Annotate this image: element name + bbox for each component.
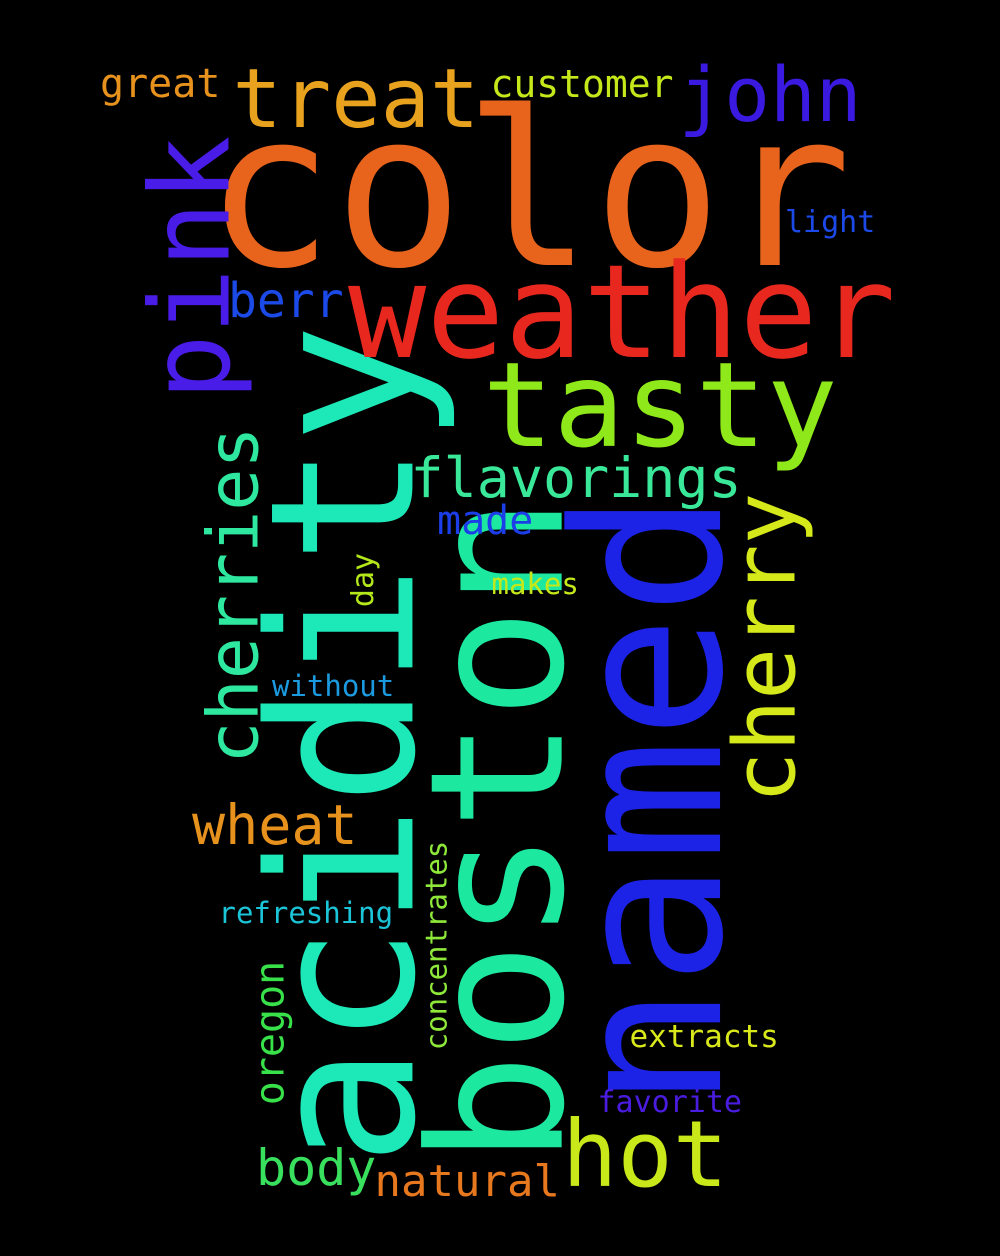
word-john: john: [678, 50, 862, 139]
word-favorite: favorite: [597, 1085, 743, 1120]
word-wheat: wheat: [192, 792, 358, 857]
word-body: body: [256, 1139, 377, 1197]
word-natural: natural: [374, 1156, 560, 1207]
word-great: great: [100, 61, 221, 107]
word-treat: treat: [232, 52, 480, 147]
word-pink: pink: [125, 135, 254, 401]
word-weather: weather: [348, 236, 896, 388]
word-tasty: tasty: [482, 336, 838, 474]
word-made: made: [437, 498, 534, 544]
word-cherry: cherry: [714, 492, 815, 804]
word-extracts: extracts: [629, 1018, 779, 1055]
word-makes: makes: [491, 566, 579, 601]
word-concentrates: concentrates: [419, 840, 454, 1050]
word-day: day: [346, 552, 382, 608]
word-flavorings: flavorings: [410, 445, 742, 510]
word-without: without: [272, 668, 395, 703]
word-refreshing: refreshing: [218, 895, 394, 930]
word-color: color: [204, 64, 852, 316]
word-customer: customer: [490, 62, 674, 106]
word-light: light: [785, 205, 876, 240]
word-hot: hot: [562, 1101, 729, 1208]
word-oregon: oregon: [246, 960, 293, 1106]
word-cherries: cherries: [192, 426, 275, 764]
word-berr: berr: [228, 273, 344, 329]
